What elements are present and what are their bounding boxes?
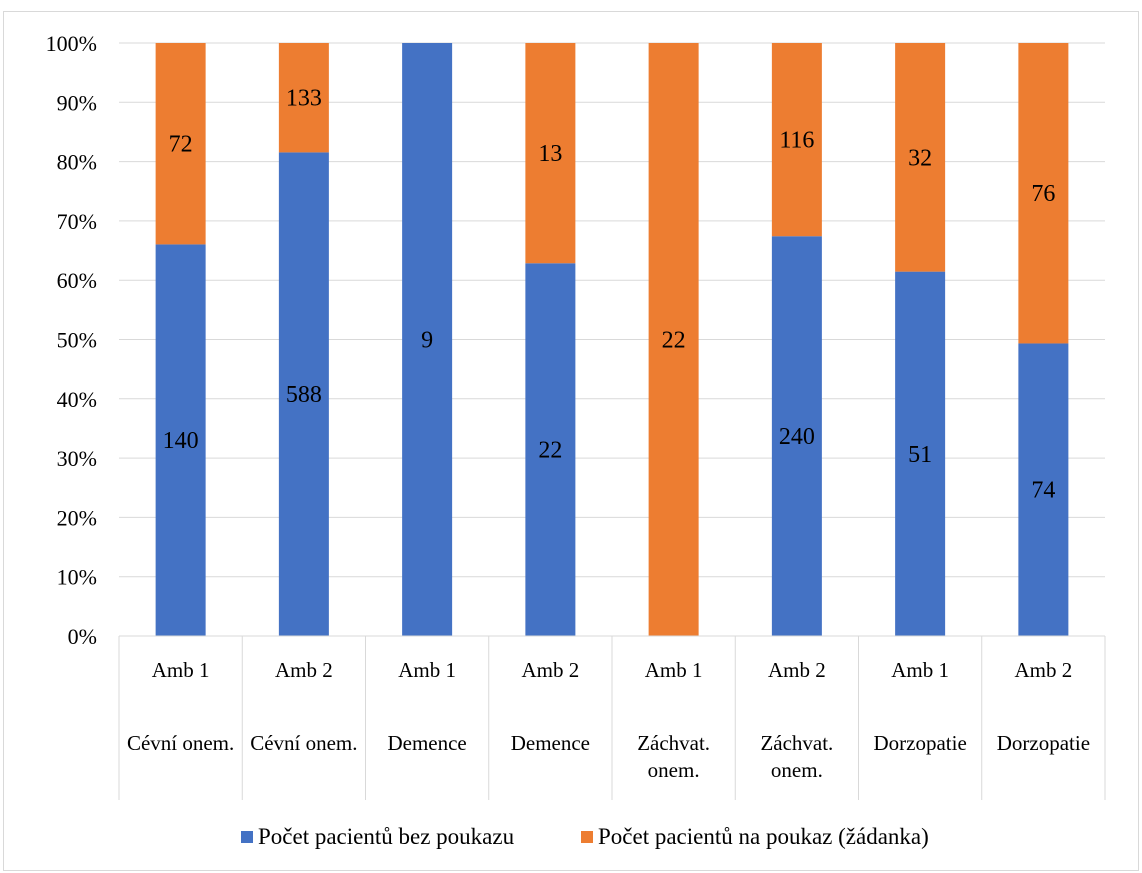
category-label-ambulance: Amb 2 <box>1015 658 1073 682</box>
category-label-ambulance: Amb 2 <box>768 658 826 682</box>
bar-series1 <box>525 263 576 636</box>
data-label-series1: 9 <box>421 328 433 354</box>
data-label-series1: 51 <box>908 442 932 468</box>
category-label-diagnosis: Záchvat. <box>637 731 710 755</box>
data-label-series2: 116 <box>779 128 814 154</box>
bar-series2 <box>771 43 822 237</box>
bar-series2 <box>525 43 576 264</box>
y-tick-label: 90% <box>57 90 97 115</box>
y-tick-label: 10% <box>57 565 97 590</box>
data-label-series1: 22 <box>538 438 562 464</box>
category-label-diagnosis: Záchvat. <box>760 731 833 755</box>
bar-series2 <box>895 43 946 272</box>
stacked-percent-bar-chart: 0% 10% 20% 30% 40% 50% 60% 70% 80% 90% 100% 140 72 5… <box>46 31 1106 849</box>
data-label-series1: 74 <box>1031 478 1055 504</box>
data-label-series1: 588 <box>286 382 322 408</box>
data-label-series2: 72 <box>169 132 193 158</box>
y-tick-label: 80% <box>57 150 97 175</box>
data-label-series2: 32 <box>908 145 932 171</box>
y-tick-label: 100% <box>46 31 97 56</box>
y-tick-label: 70% <box>57 209 97 234</box>
data-label-series2: 22 <box>662 328 686 354</box>
data-label-series2: 13 <box>538 141 562 167</box>
category-label-ambulance: Amb 1 <box>398 658 456 682</box>
legend: Počet pacientů bez poukazu Počet pacientů… <box>241 824 929 849</box>
bar-series1 <box>155 244 206 636</box>
legend-label: Počet pacientů bez poukazu <box>258 824 515 849</box>
bar-series1 <box>1018 343 1069 636</box>
category-label-diagnosis: Demence <box>511 731 590 755</box>
bar-series1 <box>402 43 453 636</box>
category-label-diagnosis: onem. <box>648 758 700 782</box>
y-tick-label: 60% <box>57 268 97 293</box>
legend-label: Počet pacientů na poukaz (žádanka) <box>598 824 929 849</box>
data-label-series2: 76 <box>1031 181 1055 207</box>
legend-swatch <box>241 831 253 843</box>
gridlines <box>119 42 1105 637</box>
category-label-ambulance: Amb 1 <box>891 658 949 682</box>
data-label-series1: 240 <box>779 424 815 450</box>
y-tick-label: 30% <box>57 446 97 471</box>
y-tick-label: 0% <box>68 624 97 649</box>
y-tick-label: 40% <box>57 387 97 412</box>
data-labels: 140 72 588 133 9 22 13 22 240 116 51 32 74 76 <box>163 86 1056 504</box>
y-tick-label: 20% <box>57 505 97 530</box>
bar-series2 <box>1018 43 1069 344</box>
chart-frame: 0% 10% 20% 30% 40% 50% 60% 70% 80% 90% 100% 140 72 5… <box>3 11 1139 871</box>
bar-series2 <box>278 43 329 153</box>
category-label-ambulance: Amb 2 <box>275 658 333 682</box>
category-label-ambulance: Amb 1 <box>152 658 210 682</box>
category-label-diagnosis: Cévní onem. <box>127 731 234 755</box>
y-axis: 0% 10% 20% 30% 40% 50% 60% 70% 80% 90% 100% <box>46 31 97 649</box>
legend-swatch <box>581 831 593 843</box>
category-label-ambulance: Amb 2 <box>522 658 580 682</box>
y-tick-label: 50% <box>57 328 97 353</box>
category-label-diagnosis: Demence <box>387 731 466 755</box>
bar-series1 <box>278 152 329 636</box>
bar-series2 <box>155 43 206 245</box>
category-label-ambulance: Amb 1 <box>645 658 703 682</box>
data-label-series2: 133 <box>286 86 322 112</box>
bar-series1 <box>771 236 822 636</box>
bar-series2 <box>648 43 699 636</box>
category-label-diagnosis: Cévní onem. <box>250 731 357 755</box>
bars <box>155 43 1069 636</box>
category-label-diagnosis: onem. <box>771 758 823 782</box>
x-axis: Amb 1 Cévní onem. Amb 2 Cévní onem. Amb 1 Dem… <box>118 635 1106 800</box>
category-label-diagnosis: Dorzopatie <box>873 731 966 755</box>
category-label-diagnosis: Dorzopatie <box>997 731 1090 755</box>
bar-series1 <box>895 271 946 636</box>
data-label-series1: 140 <box>163 428 199 454</box>
